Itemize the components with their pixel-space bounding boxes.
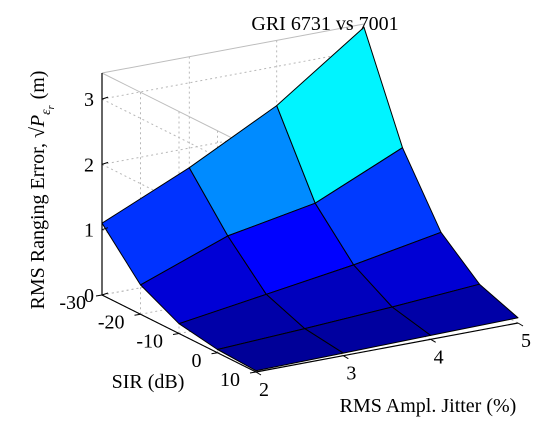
x-tick-label: 3 [346, 363, 356, 385]
z-axis-label: RMS Ranging Error, √Pεr (m) [27, 71, 57, 310]
x-tick [517, 322, 524, 327]
y-tick-label: -20 [98, 311, 125, 333]
z-axis-label-prefix: RMS Ranging Error, √ [27, 127, 49, 309]
z-tick [101, 227, 109, 231]
box-edge [101, 23, 365, 74]
z-tick [101, 96, 109, 100]
z-tick [101, 292, 109, 296]
x-tick [430, 338, 436, 343]
y-tick [134, 313, 141, 316]
y-tick-label: 0 [192, 350, 202, 372]
x-tick-label: 4 [434, 346, 444, 368]
y-tick [249, 371, 257, 374]
z-tick-label: 2 [84, 154, 94, 176]
z-axis-label-var: P [27, 115, 49, 128]
z-tick-label: 0 [84, 285, 94, 307]
z-tick-label: 3 [84, 89, 94, 111]
x-axis-line [255, 322, 519, 373]
x-axis-label: RMS Ampl. Jitter (%) [340, 395, 517, 417]
x-tick [255, 371, 262, 376]
surface [101, 26, 519, 372]
y-tick [172, 333, 180, 335]
chart-title: GRI 6731 vs 7001 [251, 13, 398, 35]
z-tick [101, 161, 109, 165]
x-tick-label: 5 [521, 330, 531, 352]
box-edge [101, 72, 257, 151]
y-tick-label: -30 [59, 292, 86, 314]
x-tick-label: 2 [259, 379, 269, 401]
y-tick [95, 294, 103, 297]
z-axis-label-unit: (m) [27, 71, 49, 100]
surface-patch [391, 283, 519, 336]
y-axis-label: SIR (dB) [112, 371, 185, 393]
axes [95, 73, 524, 376]
y-tick [211, 352, 218, 355]
x-tick [343, 355, 349, 360]
y-tick-label: -10 [136, 331, 163, 353]
tick-labels: 2 3 4 5 -30 -20 -10 0 10 0 1 2 3 [59, 89, 531, 401]
z-tick-label: 1 [84, 220, 94, 242]
svg-text:RMS Ranging Error, √Pεr(m): RMS Ranging Error, √Pεr (m) [27, 71, 57, 310]
z-axis-label-subsub: r [46, 105, 57, 109]
y-tick-label: 10 [220, 369, 240, 391]
z-axis-label-sub: ε [39, 109, 54, 115]
